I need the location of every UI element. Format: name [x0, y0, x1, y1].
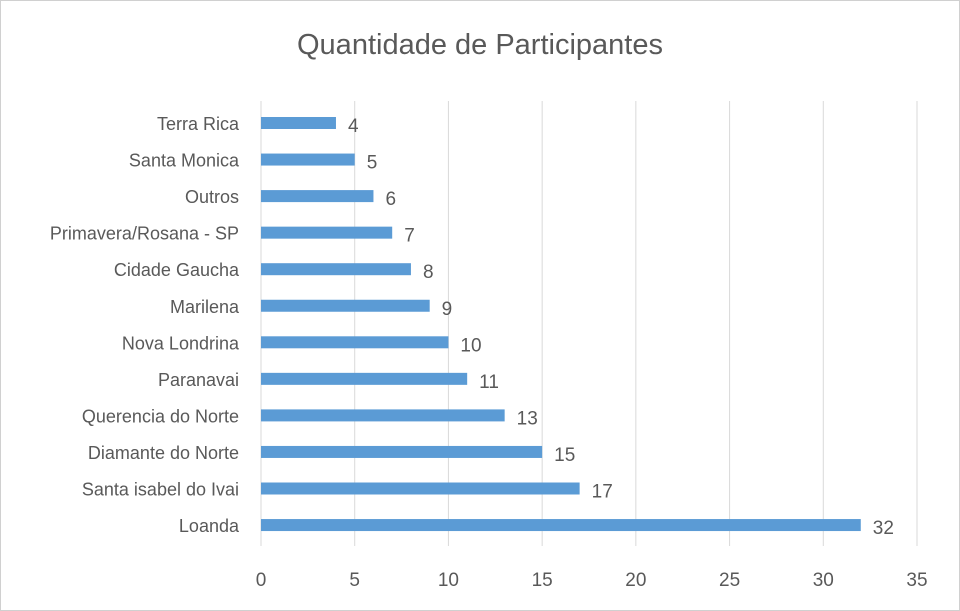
data-label: 17	[592, 482, 613, 503]
bar	[261, 372, 468, 385]
data-label: 8	[423, 262, 434, 283]
chart-title: Quantidade de Participantes	[297, 29, 663, 61]
x-tick-label: 30	[813, 570, 834, 591]
data-label: 15	[554, 445, 575, 466]
bar	[261, 519, 861, 532]
bar	[261, 263, 411, 276]
bar	[261, 226, 393, 239]
bar	[261, 409, 505, 422]
y-category-label: Cidade Gaucha	[114, 260, 240, 280]
bar	[261, 153, 355, 166]
y-category-label: Santa Monica	[129, 151, 240, 171]
data-label: 7	[404, 226, 415, 247]
y-category-label: Querencia do Norte	[82, 406, 239, 426]
data-label: 6	[385, 189, 396, 210]
data-label: 4	[348, 116, 359, 137]
bar	[261, 445, 543, 458]
bar	[261, 299, 430, 312]
bar	[261, 482, 580, 495]
data-label: 10	[460, 335, 481, 356]
x-tick-label: 15	[532, 570, 553, 591]
y-category-label: Nova Londrina	[122, 333, 240, 353]
y-category-label: Marilena	[170, 297, 240, 317]
y-category-label: Diamante do Norte	[88, 443, 239, 463]
x-tick-label: 25	[719, 570, 740, 591]
x-tick-label: 20	[625, 570, 646, 591]
x-tick-label: 35	[906, 570, 927, 591]
y-category-label: Outros	[185, 187, 239, 207]
y-category-label: Terra Rica	[157, 114, 240, 134]
y-category-label: Primavera/Rosana - SP	[50, 224, 239, 244]
data-label: 13	[517, 408, 538, 429]
x-tick-label: 5	[349, 570, 360, 591]
data-label: 9	[442, 299, 453, 320]
y-category-label: Loanda	[179, 516, 240, 536]
x-tick-label: 0	[256, 570, 267, 591]
y-category-label: Paranavai	[158, 370, 239, 390]
data-label: 32	[873, 518, 894, 539]
bar	[261, 336, 449, 349]
x-tick-label: 10	[438, 570, 459, 591]
bar	[261, 190, 374, 203]
data-label: 11	[479, 372, 499, 393]
bar	[261, 117, 336, 129]
y-category-label: Santa isabel do Ivai	[82, 480, 239, 500]
data-label: 5	[367, 153, 378, 174]
